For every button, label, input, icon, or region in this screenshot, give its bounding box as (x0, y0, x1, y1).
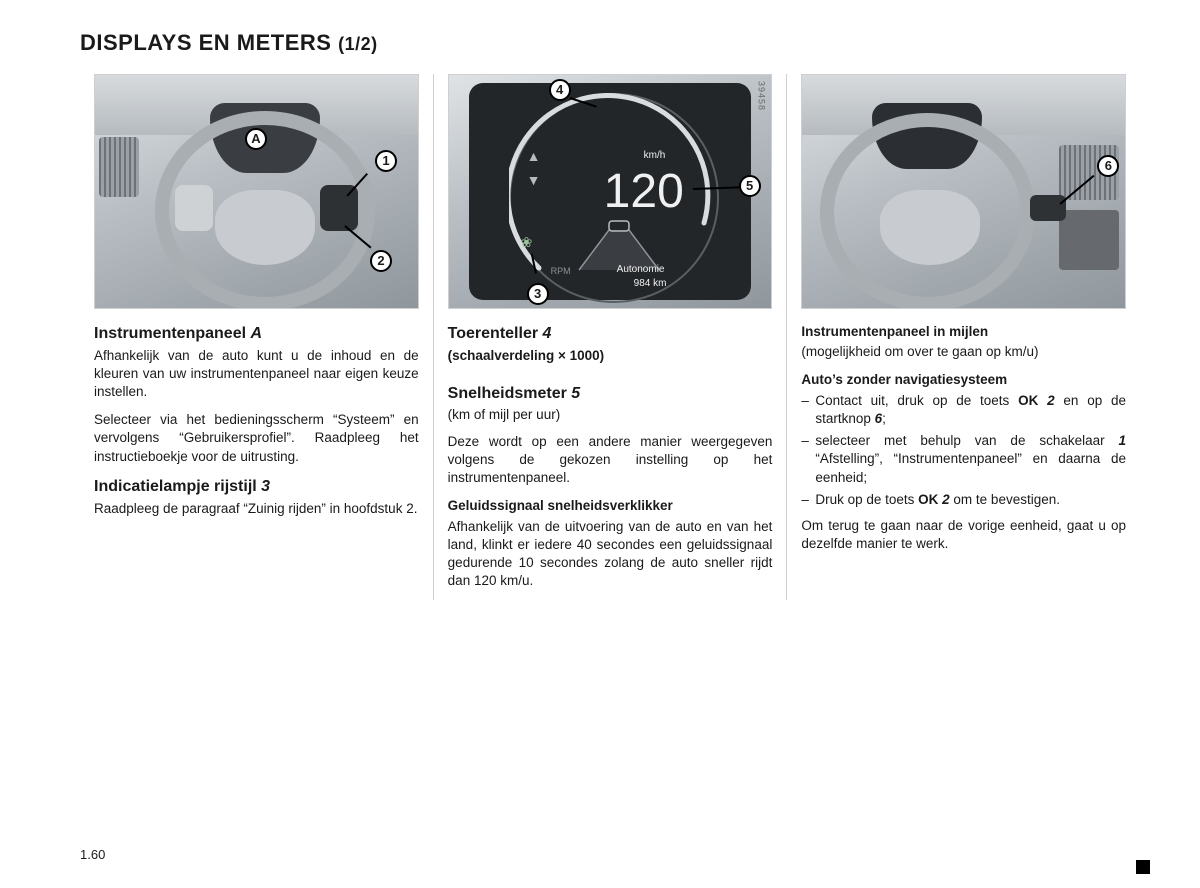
autonomie-label: Autonomie (617, 263, 665, 277)
figure-1: 50838 A 1 2 (94, 74, 419, 309)
figure-2: 39458 120 km/h ▲ ▼ ❀ RPM Autonomie 984 k… (448, 74, 773, 309)
title-sub: (1/2) (338, 34, 378, 54)
corner-mark (1136, 860, 1150, 874)
callout-A: A (245, 128, 267, 150)
callout-5: 5 (739, 175, 761, 197)
speed-unit: km/h (644, 149, 666, 163)
heading-speed-5: Snelheidsmeter 5 (448, 383, 773, 405)
heading-instrument-panel-a: Instrumentenpaneel A (94, 323, 419, 345)
callout-2: 2 (370, 250, 392, 272)
p-last: Om terug te gaan naar de vorige eenheid,… (801, 517, 1126, 553)
heading-sound-signal: Geluidssignaal snelheidsverklikker (448, 497, 773, 515)
callout-4: 4 (549, 79, 571, 101)
column-1: 50838 A 1 2 Instrumentenpaneel A Afhanke… (80, 74, 433, 600)
columns: 50838 A 1 2 Instrumentenpaneel A Afhanke… (80, 74, 1140, 600)
figure-3: 50839 6 (801, 74, 1126, 309)
p-sound-signal: Afhankelijk van de uitvoering van de aut… (448, 518, 773, 591)
page-number: 1.60 (80, 847, 105, 862)
column-2: 39458 120 km/h ▲ ▼ ❀ RPM Autonomie 984 k… (433, 74, 787, 600)
sub-tach: (schaalverdeling × 1000) (448, 347, 773, 365)
sub-speed: (km of mijl per uur) (448, 406, 773, 424)
heading-tach-4: Toerenteller 4 (448, 323, 773, 345)
list-item: selecteer met behulp van de schakelaar 1… (815, 432, 1126, 487)
rpm-label: RPM (551, 265, 571, 277)
list-item: Contact uit, druk op de toets OK 2 en op… (815, 392, 1126, 428)
p-miles: (mogelijkheid om over te gaan op km/u) (801, 343, 1126, 361)
list-item: Druk op de toets OK 2 om te bevestigen. (815, 491, 1126, 509)
column-3: 50839 6 Instrumentenpaneel in mijlen (mo… (786, 74, 1140, 600)
autonomie-value: 984 km (634, 277, 667, 291)
page-title: DISPLAYS EN METERS (1/2) (80, 30, 1140, 56)
p-indicator-3: Raadpleeg de paragraaf “Zuinig rijden” i… (94, 500, 419, 518)
title-main: DISPLAYS EN METERS (80, 30, 331, 55)
heading-no-nav: Auto’s zonder navigatiesysteem (801, 371, 1126, 389)
heading-indicator-3: Indicatielampje rijstijl 3 (94, 476, 419, 498)
heading-miles: Instrumentenpaneel in mijlen (801, 323, 1126, 341)
callout-1: 1 (375, 150, 397, 172)
p-panel-a-2: Selecteer via het bedieningsscherm “Syst… (94, 411, 419, 466)
p-panel-a-1: Afhankelijk van de auto kunt u de inhoud… (94, 347, 419, 402)
p-speed-1: Deze wordt op een andere manier weergege… (448, 433, 773, 488)
figure-2-ref: 39458 (755, 81, 767, 111)
steps-list: Contact uit, druk op de toets OK 2 en op… (801, 392, 1126, 509)
callout-3: 3 (527, 283, 549, 305)
